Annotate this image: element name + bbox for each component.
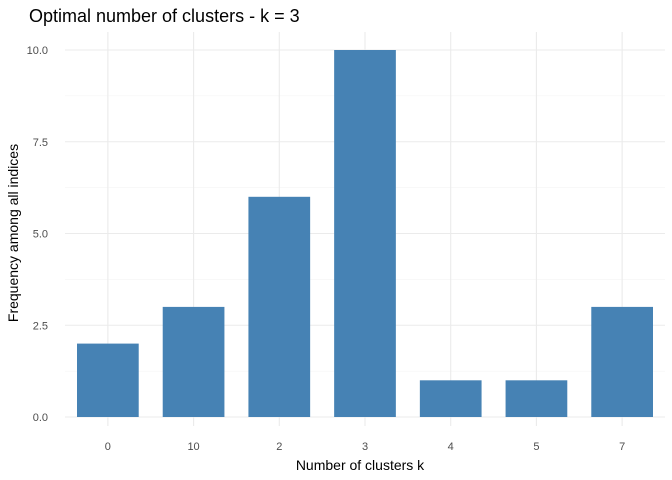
y-axis-ticks: 0.0 2.5 5.0 7.5 10.0 (27, 45, 48, 424)
bar-5 (505, 380, 568, 417)
y-tick-label: 7.5 (33, 137, 48, 149)
bar-3 (334, 50, 396, 417)
bar-7 (591, 306, 653, 417)
bar-2 (248, 196, 311, 417)
y-tick-label: 5.0 (33, 229, 48, 241)
x-tick-label: 4 (448, 441, 454, 453)
x-tick-label: 0 (105, 441, 111, 453)
y-tick-label: 2.5 (33, 320, 48, 332)
x-axis-ticks: 0 10 2 3 4 5 7 (105, 441, 625, 453)
x-tick-label: 7 (619, 441, 625, 453)
bar-10 (162, 306, 225, 417)
y-tick-label: 10.0 (27, 45, 48, 57)
chart-title: Optimal number of clusters - k = 3 (29, 6, 300, 26)
x-tick-label: 5 (533, 441, 539, 453)
x-tick-label: 10 (187, 441, 199, 453)
y-axis-title: Frequency among all indices (5, 144, 21, 322)
x-tick-label: 2 (276, 441, 282, 453)
bars (77, 50, 653, 417)
bar-0 (77, 343, 139, 417)
y-tick-label: 0.0 (33, 412, 48, 424)
x-axis-title: Number of clusters k (296, 457, 425, 473)
bar-4 (419, 380, 482, 417)
x-tick-label: 3 (362, 441, 368, 453)
